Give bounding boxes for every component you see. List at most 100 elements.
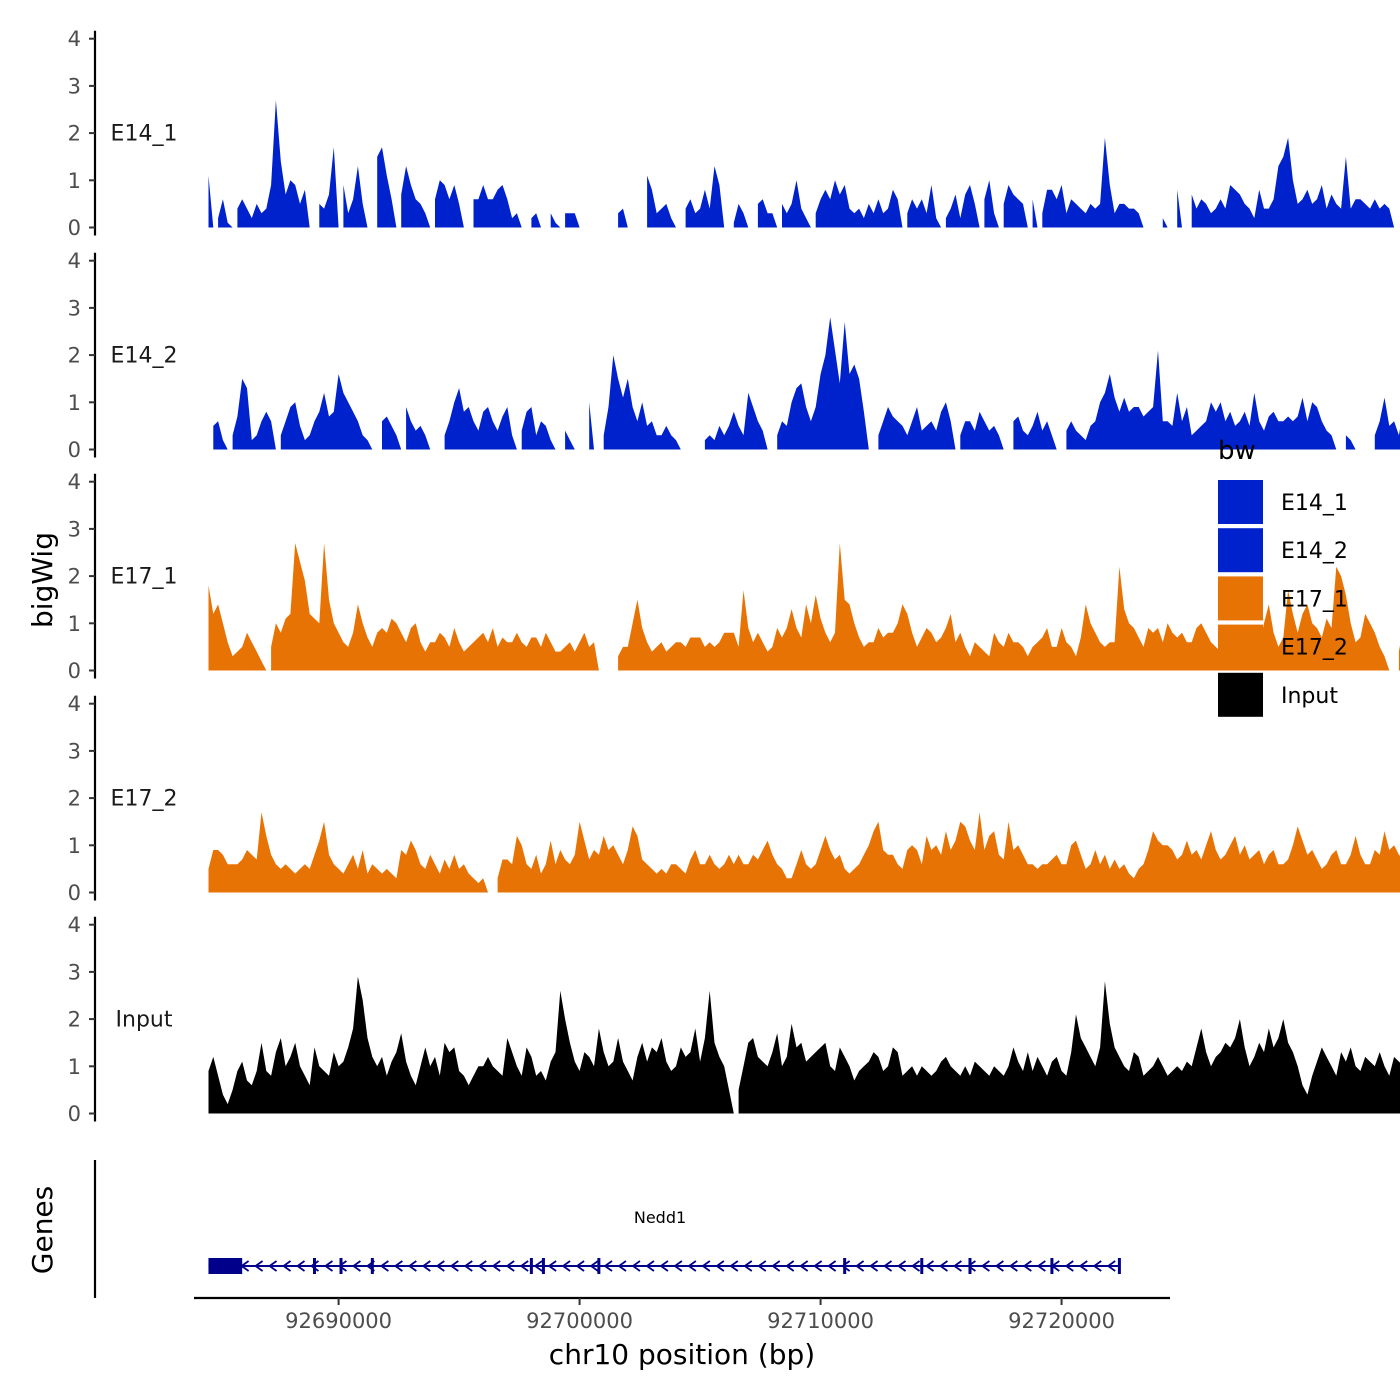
- strand-arrow: [771, 1260, 781, 1272]
- gene-exon-92719600: [1050, 1258, 1054, 1274]
- track-label-e17-2: E17_2: [111, 787, 178, 812]
- strand-arrow: [924, 1260, 935, 1272]
- strand-arrow: [505, 1260, 515, 1272]
- strand-arrow: [351, 1260, 361, 1272]
- track-e17-2: 0 1 2 3 4 E17_2: [68, 692, 1400, 905]
- gene-exon-92714200: [920, 1258, 924, 1274]
- signal-tracks: 0 1 2 3 4 E14_1 0 1 2 3 4 E14_2 0 1 2 3 4 E17_1 0 1 2 3 4 E17_2…: [68, 27, 1400, 1126]
- y-tick-label-e17-1-2: 2: [68, 565, 81, 589]
- strand-arrow: [910, 1260, 921, 1272]
- strand-arrow: [1092, 1260, 1102, 1272]
- legend-item-e17-1: E17_1: [1218, 576, 1348, 621]
- y-tick-label-input-2: 2: [68, 1008, 81, 1032]
- gene-panel: Genes Nedd1: [26, 1160, 1121, 1298]
- strand-arrow: [896, 1260, 907, 1272]
- track-label-input: Input: [116, 1008, 173, 1033]
- signal-area-input: [208, 976, 1400, 1114]
- gene-exon-92716200: [968, 1258, 972, 1274]
- gene-utr-block: [208, 1258, 243, 1274]
- y-tick-label-e17-2-2: 2: [68, 787, 81, 811]
- x-tick-label-92710000: 92710000: [767, 1309, 874, 1333]
- strand-arrow: [393, 1260, 403, 1272]
- x-axis-title: chr10 position (bp): [549, 1338, 815, 1371]
- strand-arrow: [799, 1260, 809, 1272]
- strand-arrow: [379, 1260, 389, 1272]
- y-tick-label-e17-1-4: 4: [68, 470, 81, 494]
- y-axis-title: bigWig: [26, 532, 59, 628]
- strand-arrow: [841, 1260, 851, 1272]
- y-tick-label-e17-1-3: 3: [68, 517, 81, 541]
- track-e17-1: 0 1 2 3 4 E17_1: [68, 470, 1400, 683]
- strand-arrow: [938, 1260, 948, 1272]
- strand-arrow: [491, 1260, 501, 1272]
- legend-item-e17-2: E17_2: [1218, 624, 1348, 669]
- legend-title: bw: [1218, 436, 1256, 466]
- track-input: 0 1 2 3 4 Input: [68, 913, 1400, 1126]
- strand-arrow: [743, 1260, 753, 1272]
- signal-area-e14-2: [213, 317, 1400, 450]
- y-tick-label-e17-1-0: 0: [68, 659, 81, 683]
- track-label-e17-1: E17_1: [111, 565, 178, 590]
- strand-arrow: [519, 1260, 529, 1272]
- y-tick-label-e17-2-1: 1: [68, 834, 81, 858]
- strand-arrow: [631, 1260, 641, 1272]
- gene-exon-92690100: [339, 1258, 343, 1274]
- track-e14-1: 0 1 2 3 4 E14_1: [68, 27, 1395, 240]
- legend-item-e14-2: E14_2: [1218, 528, 1348, 573]
- strand-arrow: [785, 1260, 795, 1272]
- strand-arrow: [533, 1260, 543, 1272]
- legend-swatch-e17-1: [1218, 576, 1263, 621]
- y-tick-label-e14-1-4: 4: [68, 27, 81, 51]
- track-e14-2: 0 1 2 3 4 E14_2: [68, 249, 1400, 462]
- gene-name-label: Nedd1: [634, 1208, 686, 1227]
- strand-arrow: [701, 1260, 711, 1272]
- strand-arrow: [673, 1260, 683, 1272]
- y-tick-label-input-1: 1: [68, 1055, 81, 1079]
- y-tick-label-e14-2-2: 2: [68, 344, 81, 368]
- legend-swatch-input: [1218, 672, 1263, 717]
- strand-arrow: [715, 1260, 725, 1272]
- legend: bw E14_1 E14_2 E17_1 E17_2 Input: [1218, 436, 1348, 717]
- strand-arrow: [952, 1260, 962, 1272]
- strand-arrow: [547, 1260, 557, 1272]
- strand-arrow: [827, 1260, 837, 1272]
- strand-arrow: [994, 1260, 1004, 1272]
- y-tick-label-e14-1-0: 0: [68, 216, 81, 240]
- strand-arrow: [1008, 1260, 1018, 1272]
- strand-arrow: [589, 1260, 599, 1272]
- strand-arrow: [575, 1260, 585, 1272]
- gene-exon-92698500: [541, 1258, 545, 1274]
- strand-arrow: [268, 1260, 278, 1272]
- gene-exon-92722400: [1117, 1258, 1121, 1274]
- y-tick-label-e14-1-2: 2: [68, 122, 81, 146]
- strand-arrow: [1036, 1260, 1046, 1272]
- y-tick-label-e14-1-1: 1: [68, 169, 81, 193]
- legend-label-e14-1: E14_1: [1281, 491, 1348, 516]
- legend-item-input: Input: [1218, 672, 1338, 717]
- signal-area-e17-2: [208, 812, 1400, 893]
- strand-arrow: [449, 1260, 459, 1272]
- y-tick-label-e14-2-1: 1: [68, 391, 81, 415]
- track-label-e14-1: E14_1: [111, 122, 178, 147]
- strand-arrow: [869, 1260, 879, 1272]
- y-tick-label-e17-2-4: 4: [68, 692, 81, 716]
- strand-arrow: [281, 1260, 292, 1272]
- strand-arrow: [966, 1260, 976, 1272]
- strand-arrow: [980, 1260, 990, 1272]
- gene-exon-92698000: [529, 1258, 533, 1274]
- y-tick-label-e17-2-0: 0: [68, 881, 81, 905]
- genes-axis-title: Genes: [26, 1186, 59, 1274]
- y-tick-label-input-3: 3: [68, 960, 81, 984]
- strand-arrow: [617, 1260, 627, 1272]
- strand-arrow: [1078, 1260, 1088, 1272]
- legend-label-e17-2: E17_2: [1281, 636, 1348, 661]
- y-tick-label-e14-1-3: 3: [68, 74, 81, 98]
- y-tick-label-e17-1-1: 1: [68, 612, 81, 636]
- strand-arrow: [477, 1260, 487, 1272]
- strand-arrow: [254, 1260, 264, 1272]
- y-tick-label-input-0: 0: [68, 1102, 81, 1126]
- strand-arrow: [883, 1260, 893, 1272]
- strand-arrow: [561, 1260, 571, 1272]
- legend-swatch-e14-1: [1218, 480, 1263, 524]
